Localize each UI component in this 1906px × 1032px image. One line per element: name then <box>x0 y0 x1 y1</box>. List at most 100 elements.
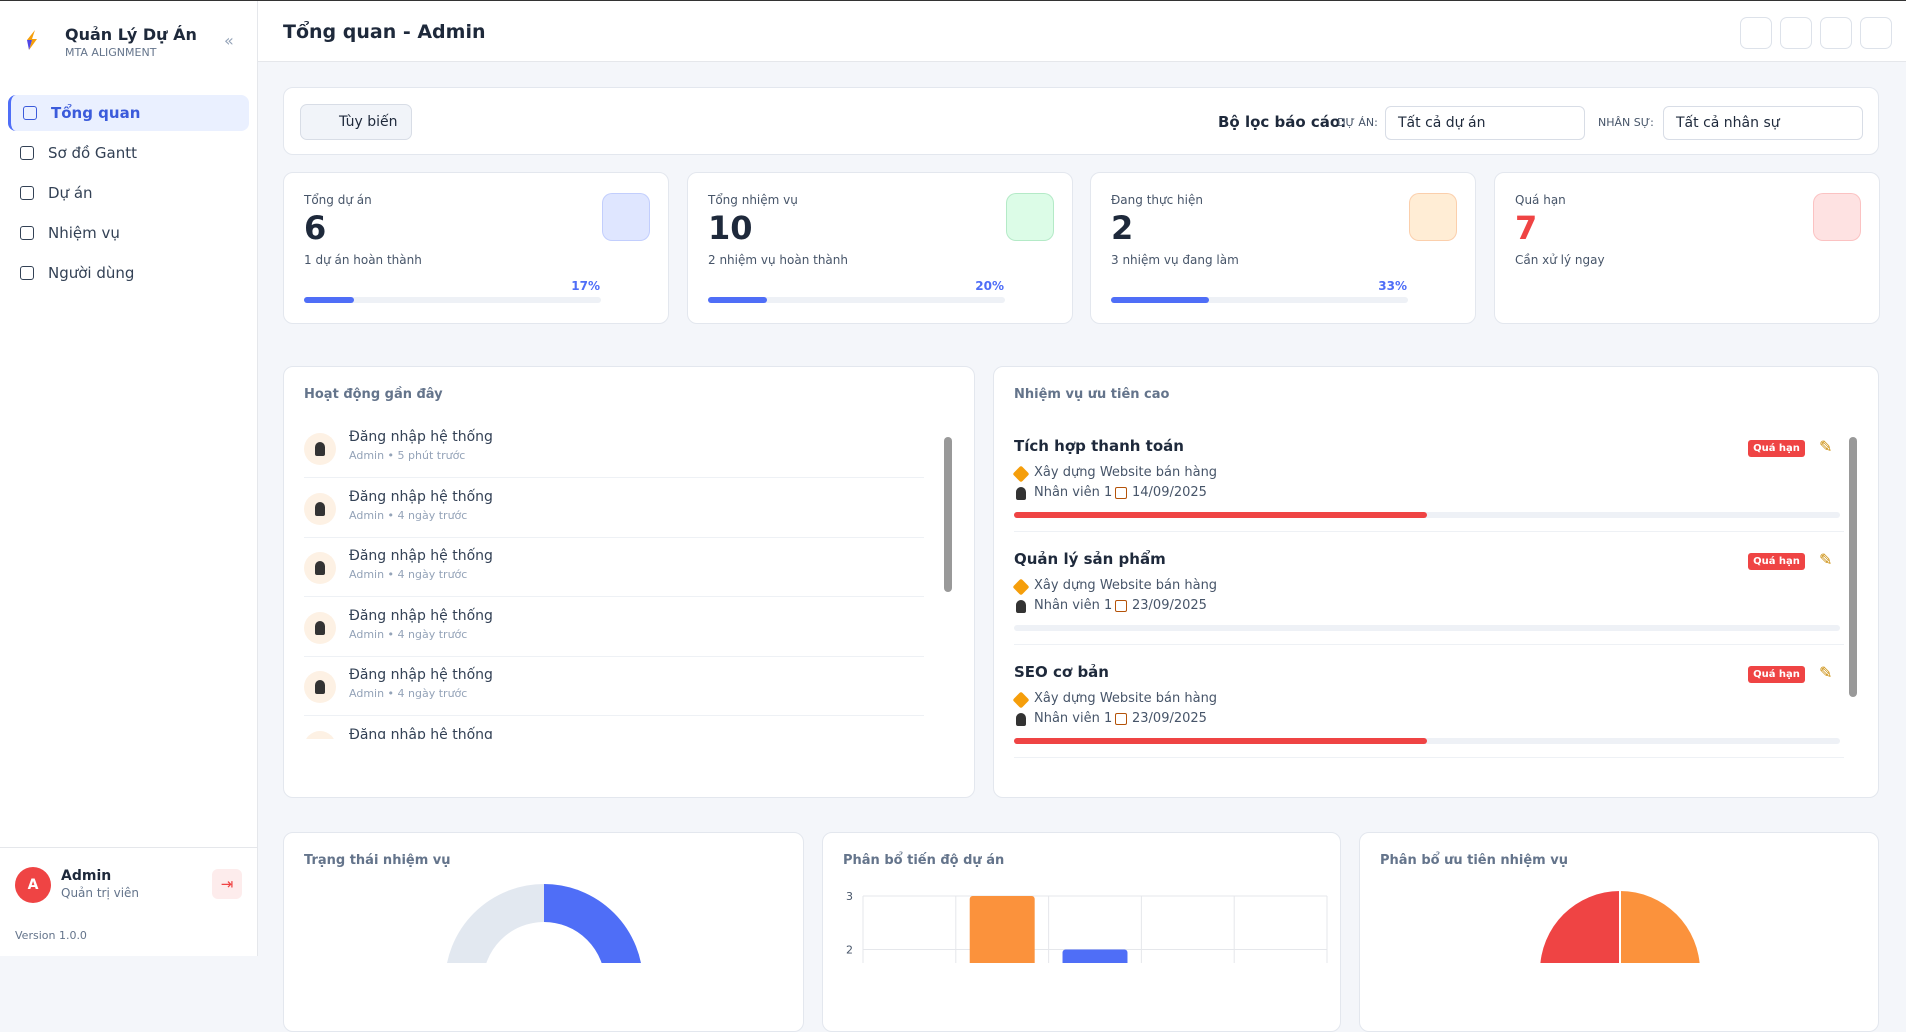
status-card: Trạng thái nhiệm vụ <box>283 832 804 1032</box>
divider <box>1014 531 1844 532</box>
task-progress-track <box>1014 738 1840 744</box>
bar <box>969 896 1035 963</box>
stat-percent: 20% <box>975 279 1004 293</box>
progress-fill <box>1111 297 1209 303</box>
card-title: Phân bổ tiến độ dự án <box>843 853 1005 868</box>
divider <box>1014 644 1844 645</box>
task-assignee: Nhân viên 1 <box>1034 711 1113 726</box>
page-title: Tổng quan - Admin <box>283 21 486 43</box>
edit-button[interactable]: ✎ <box>1819 550 1833 569</box>
task-badge: Quá hạn <box>1748 440 1805 457</box>
assignee-icon <box>1016 600 1026 613</box>
task-project: Xây dựng Website bán hàng <box>1034 465 1218 480</box>
activity-title: Đăng nhập hệ thống <box>349 548 493 564</box>
filter-label: Bộ lọc báo cáo: <box>1218 113 1347 131</box>
notification-button[interactable] <box>1820 17 1852 49</box>
date-icon <box>1115 487 1127 499</box>
brand: Quản Lý Dự Án <box>65 25 197 44</box>
task-progress-fill <box>1014 512 1427 518</box>
stat-icon <box>1813 193 1861 241</box>
theme-button[interactable] <box>1780 17 1812 49</box>
date-icon <box>1115 600 1127 612</box>
task-date: 23/09/2025 <box>1132 711 1207 726</box>
task-project: Xây dựng Website bán hàng <box>1034 691 1218 706</box>
scrollbar <box>944 427 952 737</box>
task-name[interactable]: Tích hợp thanh toán <box>1014 437 1184 455</box>
edit-button[interactable]: ✎ <box>1819 437 1833 456</box>
project-icon <box>1012 465 1030 483</box>
stat-note: Cần xử lý ngay <box>1515 253 1605 267</box>
task-progress-track <box>1014 625 1840 631</box>
message-button[interactable] <box>1860 17 1892 49</box>
user-role: Quản trị viên <box>61 886 140 900</box>
stat-value: 10 <box>708 209 753 247</box>
task-name[interactable]: SEO cơ bản <box>1014 663 1109 681</box>
divider <box>304 536 924 538</box>
task-date: 23/09/2025 <box>1132 598 1207 613</box>
stat-card: Tổng nhiệm vụ 10 2 nhiệm vụ hoàn thành 20% <box>687 172 1073 324</box>
edit-button[interactable]: ✎ <box>1819 663 1833 682</box>
task-date: 14/09/2025 <box>1132 485 1207 500</box>
activity-card: Hoạt động gần đây Đăng nhập hệ thống Admi… <box>283 366 975 798</box>
activity-icon <box>315 620 325 635</box>
project-label: DỰ ÁN: <box>1337 116 1378 129</box>
activity-avatar <box>304 730 336 739</box>
progress-track <box>1111 297 1408 303</box>
stat-value: 6 <box>304 209 327 247</box>
stat-label: Tổng nhiệm vụ <box>708 193 798 207</box>
project-icon <box>1012 578 1030 596</box>
task-name[interactable]: Quản lý sản phẩm <box>1014 550 1166 568</box>
card-title: Hoạt động gần đây <box>304 387 443 402</box>
nav-item[interactable]: Dự án <box>8 175 249 211</box>
brand-sub: MTA ALIGNMENT <box>65 46 157 59</box>
card-title: Trạng thái nhiệm vụ <box>304 853 451 868</box>
activity-title: Đăng nhập hệ thống <box>349 488 493 505</box>
task-project: Xây dựng Website bán hàng <box>1034 578 1218 593</box>
nav-item[interactable]: Sơ đồ Gantt <box>8 135 249 171</box>
sidebar: Quản Lý Dự Án MTA ALIGNMENT « Tổng quan S… <box>0 1 258 956</box>
stat-value: 2 <box>1111 209 1134 247</box>
staff-select[interactable]: Tất cả nhân sự <box>1663 106 1863 140</box>
scrollbar <box>1849 427 1857 772</box>
activity-meta: Admin • 4 ngày trước <box>349 687 468 700</box>
refresh-button[interactable] <box>1740 17 1772 49</box>
project-select[interactable]: Tất cả dự án <box>1385 106 1585 140</box>
customize-button[interactable]: Tùy biến <box>300 104 412 140</box>
user-name: Admin <box>61 868 112 884</box>
logo <box>27 30 37 50</box>
collapse-button[interactable]: « <box>224 31 234 50</box>
bar <box>1062 949 1128 963</box>
activity-title: Đăng nhập hệ thống <box>349 429 493 445</box>
nav-item[interactable]: Tổng quan <box>8 95 249 131</box>
activity-icon <box>315 501 325 516</box>
logout-button[interactable]: ⇥ <box>212 869 242 899</box>
divider <box>304 655 924 657</box>
filter-bar: Tùy biến Bộ lọc báo cáo: DỰ ÁN: Tất cả d… <box>283 87 1879 155</box>
progress-track <box>304 297 601 303</box>
task-badge: Quá hạn <box>1748 666 1805 683</box>
nav-item[interactable]: Nhiệm vụ <box>8 215 249 251</box>
divider <box>304 596 924 597</box>
divider <box>1014 757 1844 758</box>
stat-card: Tổng dự án 6 1 dự án hoàn thành 17% <box>283 172 669 324</box>
task-assignee: Nhân viên 1 <box>1034 598 1113 613</box>
stat-label: Đang thực hiện <box>1111 193 1203 207</box>
stat-icon <box>1409 193 1457 241</box>
task-assignee: Nhân viên 1 <box>1034 485 1113 500</box>
nav-item[interactable]: Người dùng <box>8 255 249 291</box>
task-progress-fill <box>1014 738 1427 744</box>
task-badge: Quá hạn <box>1748 553 1805 570</box>
activity-meta: Admin • 4 ngày trước <box>349 508 468 522</box>
activity-title: Đăng nhập hệ thống <box>349 726 493 740</box>
stat-percent: 17% <box>571 279 600 293</box>
stat-label: Tổng dự án <box>304 193 372 207</box>
nav-icon <box>23 106 37 120</box>
donut-chart <box>447 884 641 963</box>
y-tick-label: 2 <box>846 944 853 957</box>
task-progress-track <box>1014 512 1840 518</box>
stat-icon <box>602 193 650 241</box>
stat-icon <box>1006 193 1054 241</box>
activity-icon <box>315 442 325 456</box>
